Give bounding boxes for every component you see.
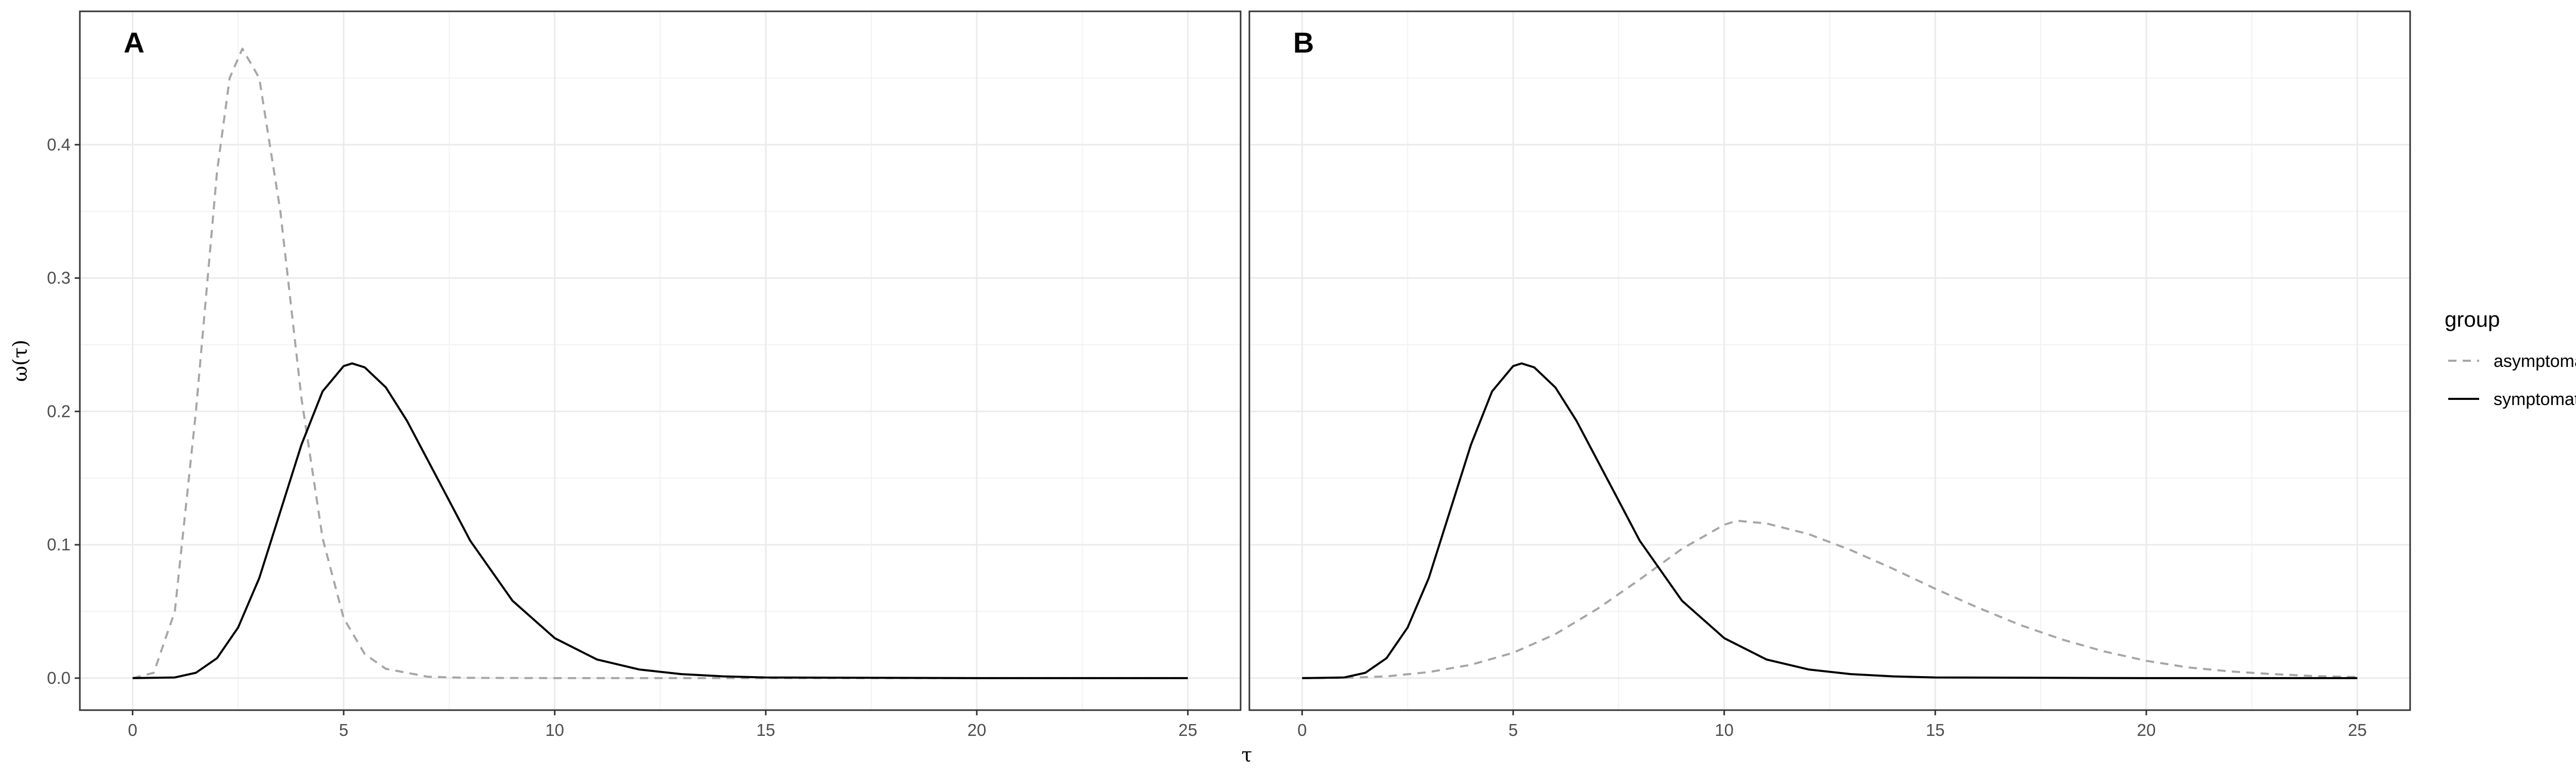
x-tick-label: 15: [756, 720, 775, 740]
x-tick-label: 25: [1178, 720, 1197, 740]
panel-border: [1248, 10, 2411, 711]
series-line-asymptomatic: [132, 47, 1188, 679]
x-tick-label: 5: [339, 720, 348, 740]
legend-label-asymptomatic: asymptomatic: [2494, 351, 2576, 371]
y-tick-label: 0.4: [47, 135, 71, 154]
series-line-symptomatic: [1302, 362, 2358, 679]
x-tick-label: 10: [545, 720, 564, 740]
x-axis-title: τ: [1241, 744, 1252, 766]
x-tick-label: 20: [968, 720, 987, 740]
y-axis-title: ω(τ): [9, 340, 31, 382]
x-tick-label: 15: [1926, 720, 1945, 740]
series-line-symptomatic: [132, 362, 1188, 679]
y-tick-label: 0.3: [47, 268, 71, 288]
y-tick-label: 0.0: [47, 668, 71, 687]
x-tick-label: 20: [2137, 720, 2156, 740]
x-tick-label: 0: [1297, 720, 1307, 740]
legend-title: group: [2445, 307, 2500, 331]
panel-b: 0 5 10 15 20 25 B: [1248, 10, 2411, 740]
panel-border: [79, 10, 1242, 711]
x-tick-label: 0: [128, 720, 137, 740]
panel-tag: B: [1293, 26, 1314, 59]
panel-a: 0 5 10 15 20 25 0.0 0.1 0.2 0.3 0.4 A: [47, 10, 1242, 740]
x-tick-label: 10: [1715, 720, 1734, 740]
legend-label-symptomatic: symptomatic: [2494, 390, 2576, 409]
y-tick-label: 0.1: [47, 535, 71, 554]
x-tick-label: 5: [1509, 720, 1518, 740]
legend: group asymptomatic symptomatic: [2445, 307, 2576, 409]
panel-tag: A: [124, 26, 144, 59]
y-tick-label: 0.2: [47, 401, 71, 421]
x-tick-label: 25: [2348, 720, 2367, 740]
